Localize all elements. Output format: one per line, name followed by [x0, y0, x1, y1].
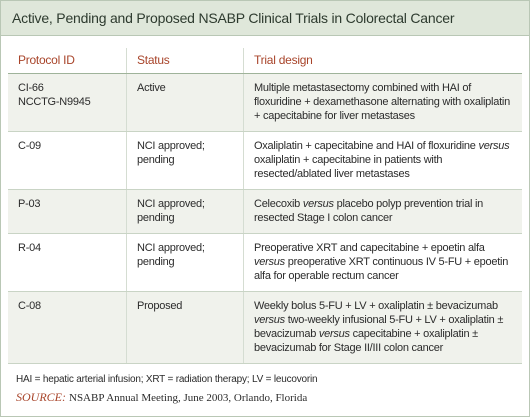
protocol-id-cell: P-03	[8, 189, 127, 234]
trial-design-text: versus	[254, 256, 285, 268]
protocol-id-cell: R-04	[8, 233, 127, 292]
column-header: Status	[126, 48, 244, 74]
trial-design-text: Celecoxib	[254, 198, 303, 210]
table-row: R-04 NCI approved; pending Preoperative XR…	[8, 233, 522, 292]
trial-design-text: capecitabine + oxaliplatin ± bevacizumab…	[254, 328, 481, 354]
title: Active, Pending and Proposed NSABP Clini…	[1, 1, 529, 36]
trial-design-text: Multiple metastasectomy combined with HA…	[254, 82, 513, 122]
status-cell: NCI approved; pending	[126, 233, 244, 292]
trial-design-text: versus	[478, 140, 510, 152]
column-header: Protocol ID	[8, 48, 127, 74]
trial-design-text: two-weekly infusional 5-FU + LV + oxalip…	[254, 314, 506, 340]
protocol-id: C-09	[18, 140, 41, 152]
trial-design-text: preoperative XRT continuous IV 5-FU + ep…	[254, 256, 511, 282]
protocol-id: CI-66	[18, 82, 44, 94]
trial-design-cell: Multiple metastasectomy combined with HA…	[243, 73, 522, 132]
protocol-id: NCCTG-N9945	[18, 96, 91, 108]
trial-design-cell: Weekly bolus 5-FU + LV + oxaliplatin ± b…	[243, 291, 522, 364]
column-header: Trial design	[243, 48, 522, 74]
trial-design-text: oxaliplatin + capecitabine in patients w…	[254, 140, 513, 180]
trial-design-text: versus	[318, 328, 350, 340]
status-cell: NCI approved; pending	[126, 131, 244, 190]
source-text: NSABP Annual Meeting, June 2003, Orlando…	[69, 392, 308, 404]
table-row: P-03 NCI approved; pending Celecoxib versu…	[8, 189, 522, 234]
trial-design-text: versus	[254, 314, 285, 326]
table-row: C-08 Proposed Weekly bolus 5-FU + LV + oxa…	[8, 291, 522, 364]
trial-design-text: Weekly bolus 5-FU + LV + oxaliplatin ± b…	[254, 300, 501, 312]
protocol-id: C-08	[18, 300, 41, 312]
trial-design-text: placebo polyp prevention trial in resect…	[254, 198, 486, 224]
footnote: HAI = hepatic arterial infusion; XRT = r…	[16, 374, 318, 385]
trial-design-text: Preoperative XRT and capecitabine + epoe…	[254, 242, 488, 254]
table-row: CI-66 NCCTG-N9945 Active Multiple metastase…	[8, 73, 522, 132]
protocol-id-cell: C-09	[8, 131, 127, 190]
header-row: Protocol ID Status Trial design	[8, 48, 522, 74]
status-cell: Active	[126, 73, 244, 132]
trial-design-cell: Oxaliplatin + capecitabine and HAI of fl…	[243, 131, 522, 190]
trial-design-text: Oxaliplatin + capecitabine and HAI of fl…	[254, 140, 479, 152]
source-label: SOURCE:	[16, 390, 66, 404]
protocol-id: R-04	[18, 242, 41, 254]
protocol-id-cell: CI-66 NCCTG-N9945	[8, 73, 127, 132]
source: SOURCE: NSABP Annual Meeting, June 2003, …	[16, 390, 529, 405]
status-cell: Proposed	[126, 291, 244, 364]
table-row: C-09 NCI approved; pending Oxaliplatin + c…	[8, 131, 522, 190]
trial-design-text: versus	[302, 198, 334, 210]
protocol-id: P-03	[18, 198, 41, 210]
status-cell: NCI approved; pending	[126, 189, 244, 234]
trial-design-cell: Celecoxib versus placebo polyp preventio…	[243, 189, 522, 234]
trials-table: Protocol ID Status Trial design CI-66 NCCTG…	[8, 48, 522, 364]
protocol-id-cell: C-08	[8, 291, 127, 364]
trial-design-cell: Preoperative XRT and capecitabine + epoe…	[243, 233, 522, 292]
